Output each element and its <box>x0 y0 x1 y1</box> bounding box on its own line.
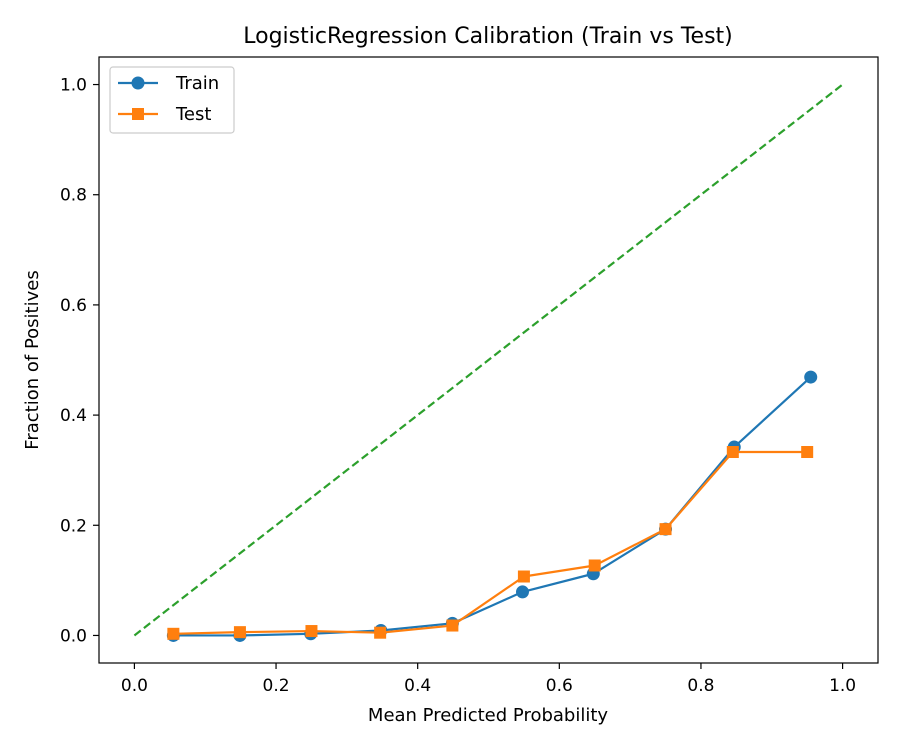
data-point-test <box>517 570 530 583</box>
y-tick-label: 1.0 <box>60 76 87 96</box>
legend-test-label: Test <box>175 104 211 125</box>
data-point-test <box>659 523 672 536</box>
legend-test-marker <box>132 108 144 120</box>
data-point-test <box>167 627 180 640</box>
y-tick-label: 0.6 <box>60 296 87 316</box>
x-tick-label: 0.6 <box>546 676 573 696</box>
data-point-test <box>801 446 814 459</box>
plot-frame <box>98 56 879 664</box>
series-line-test <box>173 450 808 635</box>
chart-title: LogisticRegression Calibration (Train vs… <box>243 24 732 49</box>
data-point-test <box>446 619 459 632</box>
x-tick-label: 0.2 <box>263 676 290 696</box>
x-tick-label: 0.8 <box>687 676 714 696</box>
legend: Train Test <box>109 66 235 134</box>
y-tick-label: 0.4 <box>60 406 87 426</box>
x-tick-label: 1.0 <box>829 676 856 696</box>
data-point-train <box>804 370 818 384</box>
y-axis-label: Fraction of Positives <box>22 270 43 449</box>
plot-content <box>133 83 844 642</box>
x-axis-label: Mean Predicted Probability <box>368 705 608 726</box>
y-tick-label: 0.2 <box>60 516 87 536</box>
axis-ticks: 0.0 0.2 0.4 0.6 0.8 1.0 0.0 0.2 0.4 0.6 0.8 1.0 <box>60 76 856 696</box>
data-point-train <box>515 585 529 599</box>
perfect-calibration-line <box>133 83 844 637</box>
x-tick-label: 0.4 <box>404 676 431 696</box>
data-point-test <box>726 446 739 459</box>
data-point-test <box>233 626 246 639</box>
legend-train-marker <box>131 76 145 90</box>
data-point-test <box>305 625 318 638</box>
y-tick-label: 0.8 <box>60 186 87 206</box>
data-point-test <box>588 559 601 572</box>
legend-train-label: Train <box>175 73 219 94</box>
data-point-test <box>374 626 387 639</box>
y-tick-label: 0.0 <box>60 626 87 646</box>
x-tick-label: 0.0 <box>121 676 148 696</box>
